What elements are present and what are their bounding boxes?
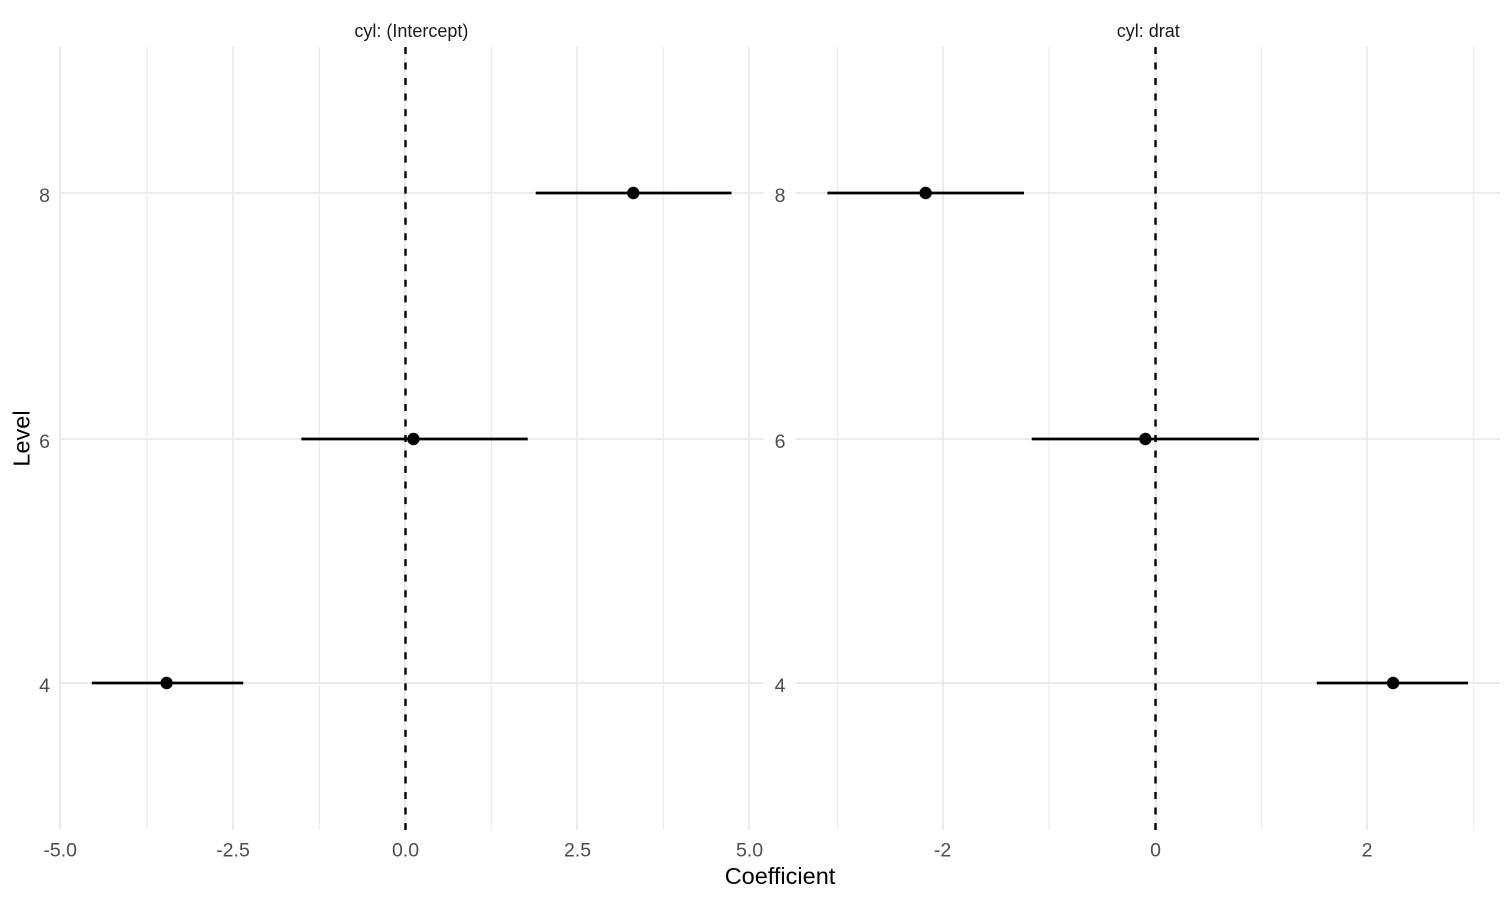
svg-text:Coefficient: Coefficient <box>725 863 836 889</box>
svg-text:0: 0 <box>1150 840 1161 862</box>
svg-text:4: 4 <box>775 675 786 697</box>
svg-text:8: 8 <box>39 185 50 207</box>
svg-text:0.0: 0.0 <box>392 840 419 862</box>
svg-text:cyl: (Intercept): cyl: (Intercept) <box>354 21 468 41</box>
svg-text:-2: -2 <box>934 840 951 862</box>
svg-text:4: 4 <box>39 675 50 697</box>
svg-text:-5.0: -5.0 <box>43 840 77 862</box>
svg-text:5.0: 5.0 <box>736 840 763 862</box>
svg-text:Level: Level <box>9 410 35 466</box>
svg-text:6: 6 <box>775 431 786 453</box>
svg-text:2: 2 <box>1362 840 1373 862</box>
svg-text:cyl: drat: cyl: drat <box>1117 21 1180 41</box>
svg-text:2.5: 2.5 <box>564 840 591 862</box>
svg-text:-2.5: -2.5 <box>216 840 250 862</box>
svg-text:6: 6 <box>39 431 50 453</box>
svg-text:8: 8 <box>775 185 786 207</box>
